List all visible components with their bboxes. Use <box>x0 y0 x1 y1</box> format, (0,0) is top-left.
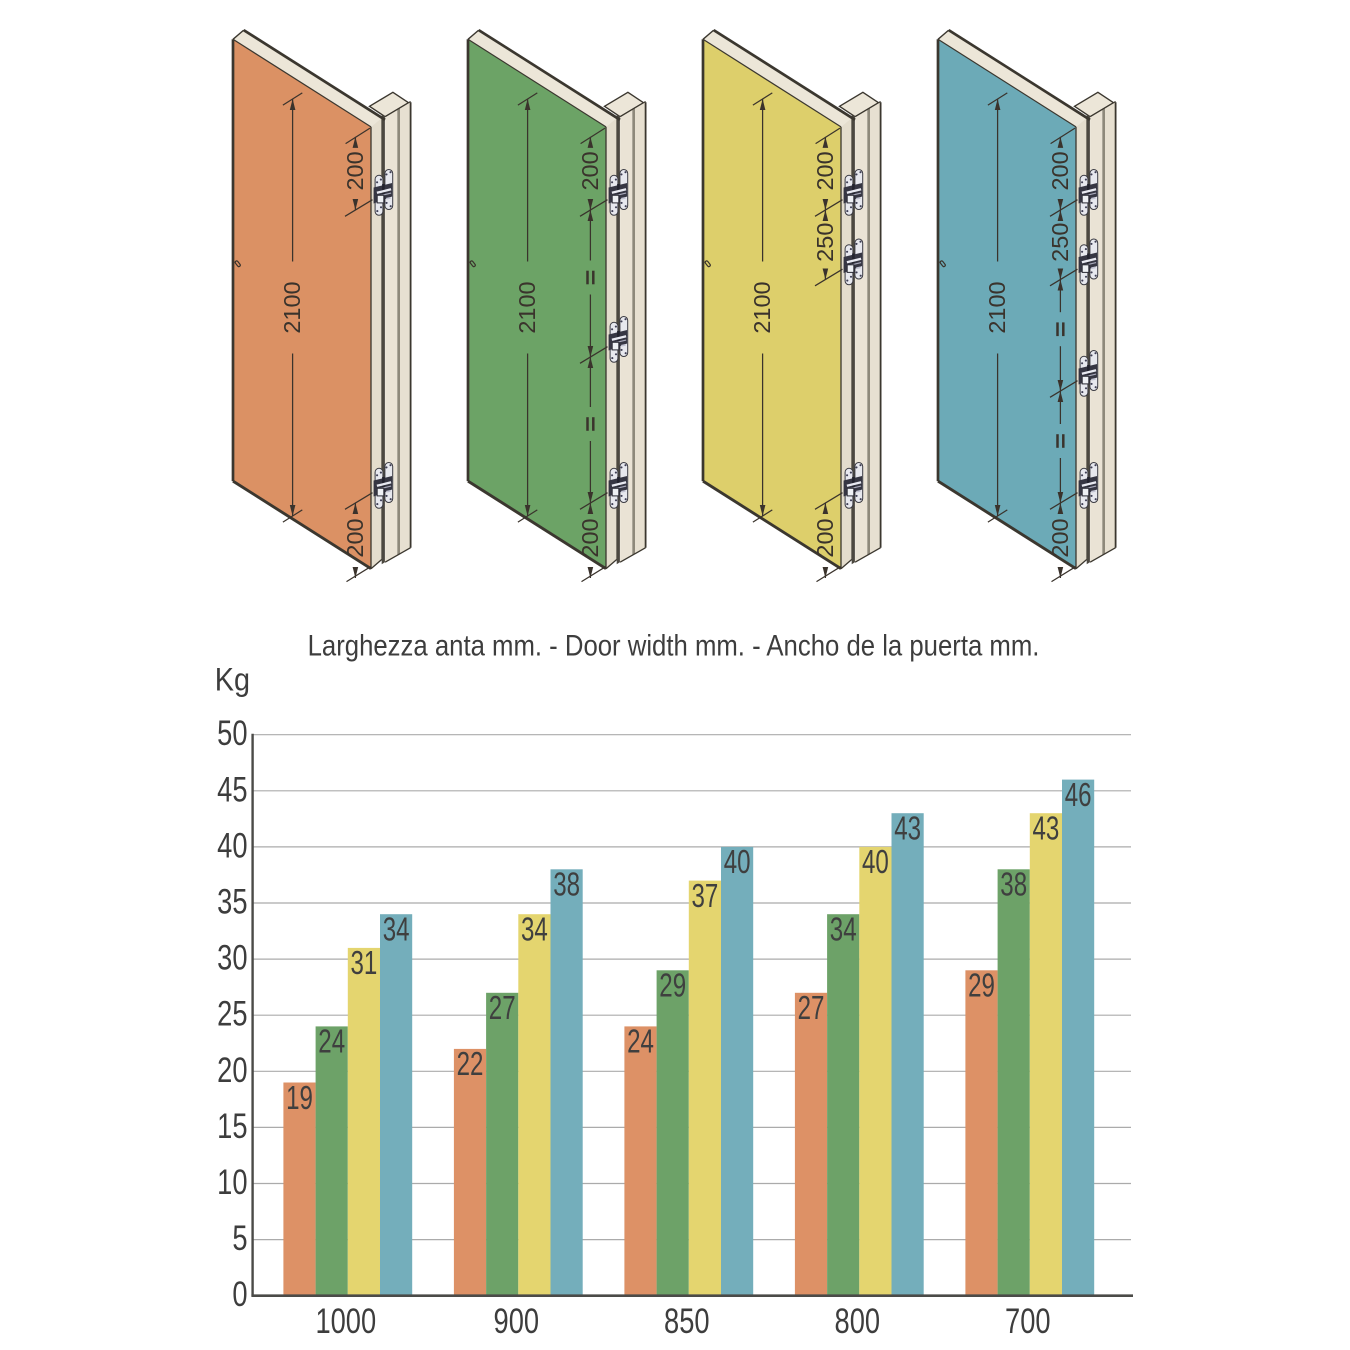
svg-text:250: 250 <box>1047 223 1073 262</box>
svg-text:2100: 2100 <box>984 281 1010 333</box>
svg-text:200: 200 <box>812 518 838 557</box>
svg-text:0: 0 <box>232 1275 247 1314</box>
svg-text:2100: 2100 <box>279 281 305 333</box>
svg-text:50: 50 <box>217 714 247 753</box>
svg-text:Larghezza anta mm. - Door widt: Larghezza anta mm. - Door width mm. - An… <box>308 629 1040 662</box>
svg-text:34: 34 <box>830 912 857 949</box>
svg-text:40: 40 <box>724 845 751 882</box>
svg-text:1000: 1000 <box>315 1302 376 1341</box>
svg-text:35: 35 <box>217 882 247 921</box>
svg-text:200: 200 <box>342 151 368 190</box>
svg-text:22: 22 <box>457 1047 484 1084</box>
svg-text:30: 30 <box>217 938 247 977</box>
svg-text:850: 850 <box>664 1302 710 1341</box>
svg-text:200: 200 <box>342 518 368 557</box>
svg-text:19: 19 <box>286 1080 313 1117</box>
svg-text:200: 200 <box>812 151 838 190</box>
svg-text:24: 24 <box>318 1024 345 1061</box>
svg-text:2100: 2100 <box>749 281 775 333</box>
svg-text:250: 250 <box>812 223 838 262</box>
svg-text:200: 200 <box>1047 151 1073 190</box>
svg-text:27: 27 <box>798 990 825 1027</box>
svg-text:29: 29 <box>659 968 686 1005</box>
svg-text:46: 46 <box>1065 777 1092 814</box>
svg-text:900: 900 <box>494 1302 540 1341</box>
svg-text:25: 25 <box>217 994 247 1033</box>
svg-text:10: 10 <box>217 1163 247 1202</box>
svg-text:43: 43 <box>1032 811 1059 848</box>
svg-text:38: 38 <box>1000 867 1027 904</box>
svg-text:27: 27 <box>489 990 516 1027</box>
svg-text:20: 20 <box>217 1051 247 1090</box>
svg-text:700: 700 <box>1005 1302 1051 1341</box>
svg-text:2100: 2100 <box>514 281 540 333</box>
svg-text:15: 15 <box>217 1107 247 1146</box>
svg-text:29: 29 <box>968 968 995 1005</box>
svg-text:31: 31 <box>350 946 377 983</box>
svg-text:40: 40 <box>217 826 247 865</box>
svg-text:200: 200 <box>577 151 603 190</box>
svg-text:200: 200 <box>577 518 603 557</box>
svg-text:800: 800 <box>835 1302 881 1341</box>
svg-text:34: 34 <box>383 912 410 949</box>
svg-text:43: 43 <box>894 811 921 848</box>
svg-text:40: 40 <box>862 845 889 882</box>
svg-text:Kg: Kg <box>215 662 250 698</box>
svg-text:200: 200 <box>1047 518 1073 557</box>
svg-text:24: 24 <box>627 1024 654 1061</box>
svg-text:37: 37 <box>691 878 718 915</box>
svg-text:34: 34 <box>521 912 548 949</box>
svg-text:38: 38 <box>553 867 580 904</box>
svg-text:45: 45 <box>217 770 247 809</box>
svg-text:5: 5 <box>232 1219 247 1258</box>
